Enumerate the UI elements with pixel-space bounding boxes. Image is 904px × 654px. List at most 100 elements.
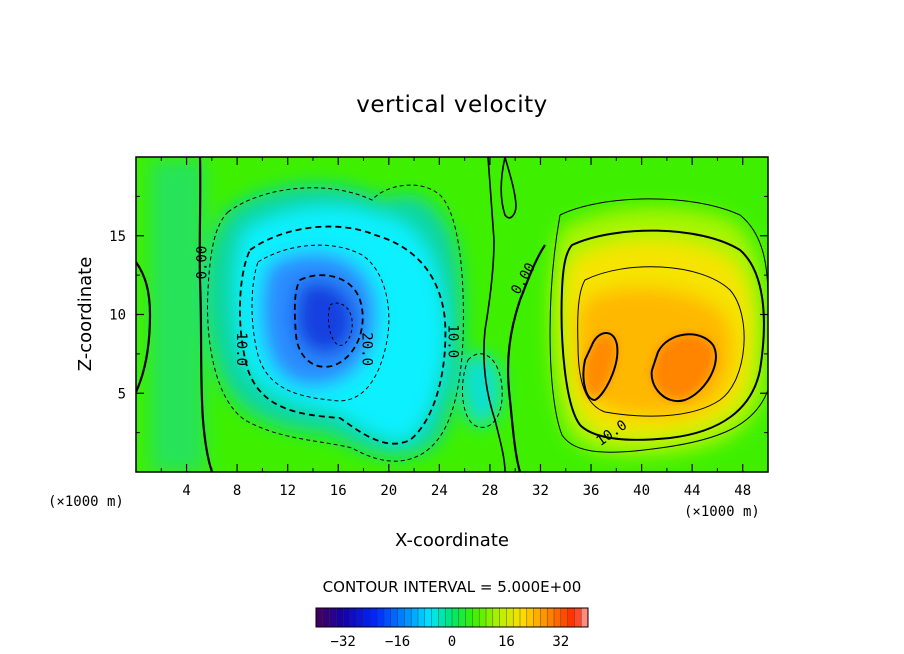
y-axis-label: Z-coordinate	[75, 257, 96, 372]
contour-pos-20-a	[582, 332, 619, 402]
colorbar-segment	[465, 608, 473, 627]
colorbar-segment	[322, 608, 330, 627]
colorbar-segment	[533, 608, 541, 627]
contour-neg-10	[239, 225, 447, 445]
colorbar-segment	[424, 608, 432, 627]
plot-area	[136, 157, 768, 472]
colorbar-segment	[350, 608, 358, 627]
colorbar-segment	[390, 608, 398, 627]
contour-label-group: 10.0	[444, 324, 460, 358]
colorbar-frame	[315, 607, 589, 628]
contour-label: 0.00	[195, 246, 211, 280]
colorbar-segment	[574, 608, 582, 627]
colorbar-tick-label: 16	[498, 634, 515, 650]
x-tick-label: 40	[633, 483, 650, 499]
contour-zero-edge	[136, 261, 152, 393]
contour-zero-right	[506, 244, 546, 472]
colorbar-segment	[520, 608, 528, 627]
chart-title: vertical velocity	[356, 92, 547, 118]
colorbar-segment	[343, 608, 351, 627]
contour-zero-left	[198, 157, 214, 472]
colorbar-tick-label: −32	[331, 634, 356, 650]
colorbar-segment	[445, 608, 453, 627]
y-tick-label: 15	[109, 229, 126, 245]
contour-label-group: 10.0	[233, 332, 249, 366]
colorbar	[315, 607, 589, 628]
x-unit-label-right: (×1000 m)	[684, 504, 760, 520]
colorbar-segment	[356, 608, 364, 627]
colorbar-segment	[404, 608, 412, 627]
colorbar-segment	[418, 608, 426, 627]
colorbar-segment	[560, 608, 568, 627]
colorbar-segment	[397, 608, 405, 627]
colorbar-tick-label: 32	[552, 634, 569, 650]
contour-zero-spike	[500, 157, 517, 219]
colorbar-segment	[513, 608, 521, 627]
colorbar-segment	[411, 608, 419, 627]
contour-pos-15	[577, 266, 745, 417]
contour-label-group: 20.0	[358, 332, 374, 366]
colorbar-segment	[377, 608, 385, 627]
field-updraft-core-a	[584, 334, 617, 398]
colorbar-segment	[567, 608, 575, 627]
contour-label-group: 0.00	[195, 246, 211, 280]
x-tick-label: 16	[330, 483, 347, 499]
colorbar-segment	[581, 608, 589, 627]
contour-pos-20-b	[650, 333, 717, 403]
field-zero-band	[150, 160, 205, 472]
y-axis-ticks: 5 10 15	[109, 195, 768, 434]
contour-neg-15	[251, 244, 390, 402]
colorbar-segment	[526, 608, 534, 627]
colorbar-segment	[547, 608, 555, 627]
colorbar-segment	[431, 608, 439, 627]
x-tick-label: 44	[684, 483, 701, 499]
x-tick-label: 24	[431, 483, 448, 499]
colorbar-segment	[486, 608, 494, 627]
contour-pos-5	[549, 198, 768, 453]
colorbar-segment	[363, 608, 371, 627]
x-tick-label: 20	[380, 483, 397, 499]
colorbar-tick-labels: −32 −16 0 16 32	[331, 634, 570, 650]
colorbar-segment	[458, 608, 466, 627]
field-downdraft-core	[294, 281, 356, 355]
contour-interval-text: CONTOUR INTERVAL = 5.000E+00	[323, 578, 582, 596]
x-tick-label: 12	[279, 483, 296, 499]
colorbar-segment	[329, 608, 337, 627]
colorbar-segment	[384, 608, 392, 627]
colorbar-segment	[554, 608, 562, 627]
colorbar-segment	[472, 608, 480, 627]
x-axis-label: X-coordinate	[395, 530, 509, 551]
colorbar-segment	[499, 608, 507, 627]
contour-pos-10	[560, 229, 765, 441]
colorbar-segment	[316, 608, 324, 627]
x-unit-label-left: (×1000 m)	[48, 494, 124, 510]
colorbar-segment	[370, 608, 378, 627]
x-axis-ticks: 4 8 12 16 20 24 28 32 36 40 44 48	[160, 157, 751, 499]
contour-neg-pocket	[462, 353, 503, 428]
x-tick-label: 48	[734, 483, 751, 499]
colorbar-tick-label: 0	[448, 634, 456, 650]
x-tick-label: 8	[233, 483, 241, 499]
field-downdraft-pocket	[461, 353, 503, 426]
colorbar-segment	[438, 608, 446, 627]
x-tick-label: 4	[182, 483, 190, 499]
contour-label: 20.0	[358, 332, 374, 366]
contour-label: 10.0	[233, 332, 249, 366]
colorbar-segment	[540, 608, 548, 627]
colorbar-segment	[336, 608, 344, 627]
y-tick-label: 5	[118, 386, 126, 402]
colorbar-segment	[479, 608, 487, 627]
x-tick-label: 36	[583, 483, 600, 499]
colorbar-segment	[506, 608, 514, 627]
colorbar-tick-label: −16	[385, 634, 410, 650]
contour-neg-25	[327, 302, 353, 346]
y-tick-label: 10	[109, 308, 126, 324]
contour-neg-5	[207, 184, 464, 462]
colorbar-segment	[452, 608, 460, 627]
x-tick-label: 32	[532, 483, 549, 499]
field-updraft-core-b	[651, 334, 715, 400]
contour-label: 10.0	[444, 324, 460, 358]
colorbar-segment	[492, 608, 500, 627]
x-tick-label: 28	[481, 483, 498, 499]
